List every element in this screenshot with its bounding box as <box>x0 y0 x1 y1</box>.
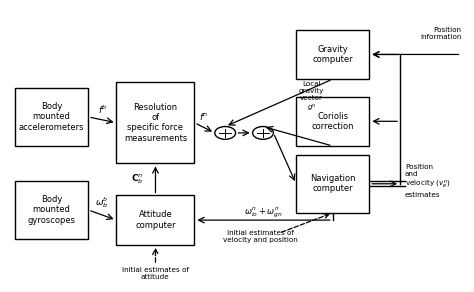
Text: $\omega_{io}^n+\omega_{gn}^n$: $\omega_{io}^n+\omega_{gn}^n$ <box>244 206 283 220</box>
Text: Gravity
computer: Gravity computer <box>312 45 353 64</box>
Text: Position
information: Position information <box>420 27 462 40</box>
Text: Navigation
computer: Navigation computer <box>310 174 356 194</box>
Text: Resolution
of
specific force
measurements: Resolution of specific force measurement… <box>124 103 187 143</box>
FancyBboxPatch shape <box>296 30 369 79</box>
FancyBboxPatch shape <box>296 97 369 146</box>
FancyBboxPatch shape <box>117 195 194 245</box>
Text: Position
and
velocity ($v_e^n$)
estimates: Position and velocity ($v_e^n$) estimate… <box>405 164 450 198</box>
FancyBboxPatch shape <box>15 181 88 239</box>
Text: $\mathbf{C}_b^n$: $\mathbf{C}_b^n$ <box>131 173 144 186</box>
FancyBboxPatch shape <box>296 155 369 213</box>
FancyBboxPatch shape <box>117 82 194 164</box>
Text: Initial estimates of
velocity and position: Initial estimates of velocity and positi… <box>223 230 297 243</box>
Text: Attitude
computer: Attitude computer <box>135 211 176 230</box>
Text: Coriolis
correction: Coriolis correction <box>311 112 354 131</box>
Text: Body
mounted
gyroscopes: Body mounted gyroscopes <box>27 195 75 225</box>
Text: $\omega_b^b$: $\omega_b^b$ <box>95 195 109 210</box>
Text: Body
mounted
accelerometers: Body mounted accelerometers <box>19 102 84 132</box>
FancyBboxPatch shape <box>15 88 88 146</box>
Text: $f^n$: $f^n$ <box>199 112 209 122</box>
Text: Initial estimates of
attitude: Initial estimates of attitude <box>122 267 189 280</box>
Text: Local
gravity
vector
$g^n$: Local gravity vector $g^n$ <box>299 81 324 114</box>
Text: $f^b$: $f^b$ <box>98 103 107 116</box>
